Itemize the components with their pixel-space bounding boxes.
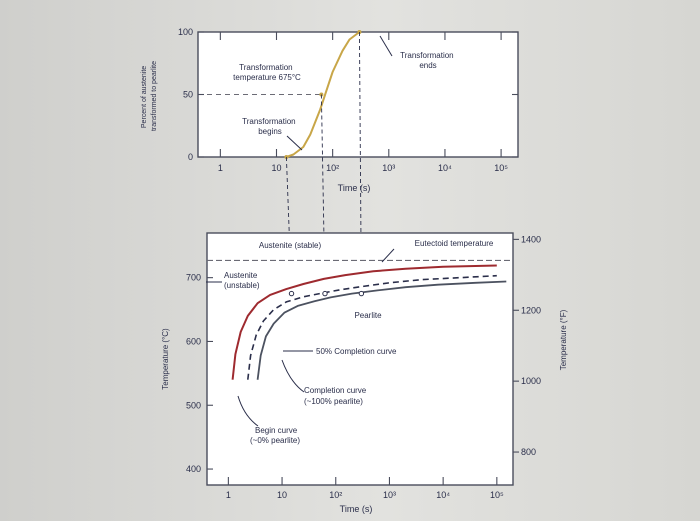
bottom-x-tick-label: 10³: [383, 490, 396, 500]
isotherm-begin-point: [288, 290, 295, 297]
label-fifty-percent: 50% Completion curve: [316, 347, 397, 356]
top-x-tick-label: 10²: [326, 163, 339, 173]
bottom-x-tick-label: 10²: [329, 490, 342, 500]
bottom-y2-tick-label: 1000: [521, 376, 541, 386]
label-begin-curve: Begin curve (~0% pearlite): [250, 426, 300, 445]
annotation-temperature-line2: temperature 675°C: [233, 73, 301, 82]
bottom-y-tick-label: 400: [186, 464, 201, 474]
top-transformation-curve: [286, 31, 361, 158]
isotherm-fifty-point: [322, 290, 328, 297]
label-eutectoid-temperature: Eutectoid temperature: [415, 239, 494, 248]
top-annotation-begins: Transformation begins: [242, 117, 298, 136]
top-x-tick-label: 10³: [382, 163, 395, 173]
label-pearlite: Pearlite: [354, 311, 382, 320]
label-austenite-unstable-line2: (unstable): [224, 281, 260, 290]
label-completion-curve: Completion curve (~100% pearlite): [304, 386, 368, 406]
top-y-tick-label: 50: [183, 90, 193, 100]
top-chart: 1 10 10² 10³ 10⁴ 10⁵ 0 50 100 Time (s) Percent o…: [141, 27, 519, 193]
bottom-y2-axis-label: Temperature (°F): [559, 309, 568, 370]
begin-pointer: [237, 395, 259, 427]
bottom-y-tick-label: 600: [186, 336, 201, 346]
annotation-begins-pointer: [286, 135, 303, 151]
completion-curve: [256, 280, 507, 380]
eutectoid-pointer: [381, 248, 395, 263]
top-y-axis-label: Percent of austenite transformed to pear…: [141, 61, 158, 131]
top-x-tick-label: 1: [218, 163, 223, 173]
projection-guide-line: [320, 94, 326, 294]
bottom-chart: 1 10 10² 10³ 10⁴ 10⁵ 400 500 600 700 800 1000 1200 14…: [161, 232, 568, 514]
top-x-tick-label: 10⁴: [438, 163, 452, 173]
top-plot-background: [198, 32, 518, 157]
annotation-ends-line1: Transformation: [400, 51, 454, 60]
top-x-tick-label: 10⁵: [494, 163, 508, 173]
annotation-begins-line2: begins: [258, 127, 282, 136]
top-x-tick-label: 10: [271, 163, 281, 173]
bottom-y2-tick-label: 1200: [521, 305, 541, 315]
annotation-ends-line2: ends: [419, 61, 436, 70]
label-austenite-unstable-line1: Austenite: [224, 271, 258, 280]
bottom-x-tick-label: 1: [226, 490, 231, 500]
label-completion-line2: (~100% pearlite): [304, 397, 363, 406]
isotherm-end-point: [358, 290, 365, 297]
label-austenite-stable: Austenite (stable): [259, 241, 322, 250]
bottom-plot-frame: [206, 232, 514, 486]
bottom-x-tick-label: 10⁵: [490, 490, 504, 500]
annotation-ends-pointer: [379, 35, 393, 57]
label-begin-line2: (~0% pearlite): [250, 436, 300, 445]
top-y-tick-label: 0: [188, 152, 193, 162]
begin-curve: [231, 264, 497, 380]
bottom-y-tick-label: 700: [186, 273, 201, 283]
bottom-y-axis-label: Temperature (°C): [161, 328, 170, 390]
bottom-y2-tick-label: 1400: [521, 234, 541, 244]
top-annotation-ends: Transformation ends: [400, 51, 456, 70]
top-y-tick-label: 100: [178, 27, 193, 37]
bottom-x-tick-label: 10: [277, 490, 287, 500]
annotation-temperature-line1: Transformation: [239, 63, 293, 72]
top-y-axis-label-line2: transformed to pearlite: [151, 61, 158, 131]
label-austenite-unstable: Austenite (unstable): [224, 271, 260, 290]
top-y-axis-label-line1: Percent of austenite: [141, 66, 148, 128]
bottom-y-tick-label: 500: [186, 400, 201, 410]
annotation-begins-line1: Transformation: [242, 117, 296, 126]
bottom-y2-tick-label: 800: [521, 447, 536, 457]
label-begin-line1: Begin curve: [255, 426, 298, 435]
label-completion-line1: Completion curve: [304, 386, 367, 395]
bottom-x-axis-label: Time (s): [340, 504, 373, 514]
bottom-plot-background: [207, 233, 513, 485]
completion-pointer: [281, 359, 305, 393]
top-x-axis-label: Time (s): [338, 183, 371, 193]
top-annotation-temperature: Transformation temperature 675°C: [233, 63, 301, 82]
fifty-percent-curve: [247, 274, 497, 380]
bottom-x-tick-label: 10⁴: [436, 490, 450, 500]
